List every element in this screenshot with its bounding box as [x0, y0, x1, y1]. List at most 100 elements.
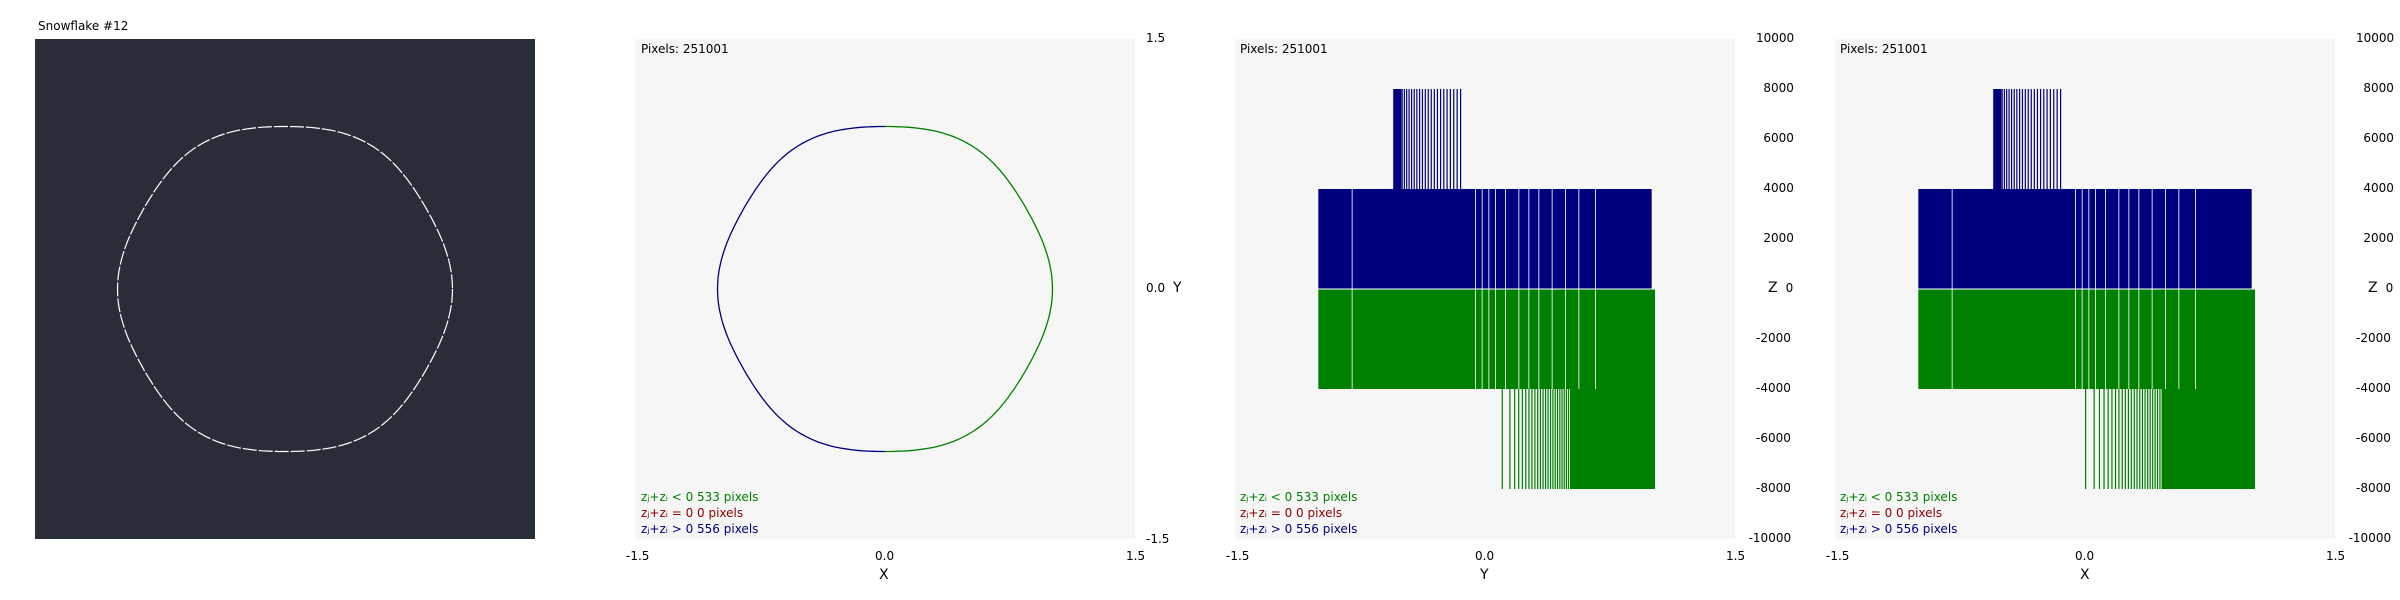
y-tick: 1.5 [1146, 31, 1166, 45]
bar-spike-neg [2141, 389, 2144, 489]
bar-spike-pos [2053, 89, 2055, 189]
bar-spike-neg [2147, 389, 2149, 489]
bar-spike-pos [1430, 89, 1432, 189]
y-tick: 2000 [1763, 231, 1794, 245]
x-tick: -1.5 [1826, 549, 1850, 563]
bar-block-pos [1318, 189, 1652, 289]
x-tick: 1.5 [1726, 549, 1746, 563]
bar-spike-neg [1565, 389, 1567, 489]
x-axis-label: X [879, 567, 889, 583]
bar-spike-pos [1403, 89, 1405, 189]
snowflake-plot [116, 125, 454, 453]
bar-spike-pos [1999, 89, 2001, 189]
bar-spike-pos [1436, 89, 1439, 189]
bar-spike-neg [2152, 389, 2154, 489]
legend-neg: zⱼ+zᵢ < 0 533 pixels [641, 490, 759, 504]
bar-spike-pos [1433, 89, 1435, 189]
xz-plot-svg [1918, 89, 2255, 489]
bar-spike-neg [2118, 389, 2120, 489]
pixel-count-xz: Pixels: 251001 [1840, 42, 1928, 56]
yz-plot [1235, 39, 1735, 539]
x-tick: 1.5 [2326, 549, 2346, 563]
bar-spike-neg [2085, 389, 2087, 489]
bar-spike-pos [2027, 89, 2029, 189]
bar-spike-neg [2111, 389, 2113, 489]
circle-neg-arc [885, 125, 1054, 453]
bar-spike-neg [2130, 389, 2132, 489]
bar-spike-pos [1416, 89, 1418, 189]
bar-spike-pos [1399, 89, 1401, 189]
x-tick: -1.5 [1226, 549, 1250, 563]
bar-spike-neg [1567, 389, 1570, 489]
x-tick: 0.0 [1475, 549, 1495, 563]
x-tick: 0.0 [875, 549, 895, 563]
bar-spike-pos [2003, 89, 2005, 189]
bar-spike-neg [2159, 389, 2161, 489]
bar-spike-pos [1460, 89, 1462, 189]
pixel-count-xy: Pixels: 251001 [641, 42, 729, 56]
bar-spike-pos [1401, 89, 1403, 189]
snowflake-outline [116, 125, 454, 453]
x-tick: 0.0 [2075, 549, 2095, 563]
bar-spike-pos [1995, 89, 1998, 189]
snowflake-title: Snowflake #12 [38, 19, 129, 33]
bar-spike-pos [2006, 89, 2008, 189]
bar-spike-neg [1542, 389, 1544, 489]
y-tick: 0.0 [1146, 281, 1166, 295]
bar-spike-neg [1549, 389, 1552, 489]
bar-block-neg [1918, 289, 2255, 389]
x-tick: 1.5 [1126, 549, 1146, 563]
circle-pos-arc [716, 125, 885, 453]
bar-spike-pos [2008, 89, 2010, 189]
bar-spike-neg [1556, 389, 1559, 489]
legend-pos: zⱼ+zᵢ > 0 556 pixels [641, 522, 759, 536]
xy-plot-svg [716, 125, 1054, 453]
bar-spike-neg [1570, 389, 1572, 489]
bar-spike-neg [2139, 389, 2141, 489]
y-axis-label: Y [1173, 280, 1182, 296]
bar-spike-pos [2010, 89, 2013, 189]
bar-spike-neg [2093, 389, 2095, 489]
bar-spike-neg [2156, 389, 2159, 489]
legend-yz: zⱼ+zᵢ < 0 533 pixels zⱼ+zᵢ = 0 0 pixels … [1240, 489, 1357, 537]
bar-spike-neg [2127, 389, 2129, 489]
bar-spike-neg [1509, 389, 1511, 489]
legend-xy: zⱼ+zᵢ < 0 533 pixels zⱼ+zᵢ = 0 0 pixels … [641, 489, 758, 537]
bar-spike-neg [2161, 389, 2163, 489]
bar-spike-pos [1997, 89, 1999, 189]
legend-pos: zⱼ+zᵢ > 0 556 pixels [1840, 522, 1958, 536]
y-tick: 4000 [2363, 181, 2394, 195]
legend-xz: zⱼ+zᵢ < 0 533 pixels zⱼ+zᵢ = 0 0 pixels … [1840, 489, 1957, 537]
y-tick: 8000 [1763, 81, 1794, 95]
y-tick: 4000 [1763, 181, 1794, 195]
y-tick: 8000 [2363, 81, 2394, 95]
bar-spike-pos [2019, 89, 2021, 189]
bar-spike-pos [2060, 89, 2062, 189]
bar-spike-pos [1446, 89, 1448, 189]
bar-spike-neg [1547, 389, 1549, 489]
bar-spike-neg [1531, 389, 1533, 489]
bar-spike-pos [2056, 89, 2058, 189]
bar-spike-pos [1993, 89, 1995, 189]
bar-spike-neg [1537, 389, 1539, 489]
legend-neg: zⱼ+zᵢ < 0 533 pixels [1840, 490, 1958, 504]
x-axis-label: X [2080, 567, 2090, 583]
bar-spike-neg [1554, 389, 1556, 489]
legend-zero: zⱼ+zᵢ = 0 0 pixels [1840, 506, 1943, 520]
bar-spike-neg [2154, 389, 2156, 489]
y-tick: 10000 [1756, 31, 1795, 45]
bar-spike-pos [1406, 89, 1408, 189]
bar-block-neg [1318, 289, 1655, 389]
bar-spike-pos [2013, 89, 2015, 189]
y-tick: -10000 [2348, 531, 2392, 545]
legend-neg: zⱼ+zᵢ < 0 533 pixels [1240, 490, 1358, 504]
bar-spike-pos [2036, 89, 2039, 189]
y-axis-label: Z [1768, 280, 1778, 296]
snowflake-canvas [35, 39, 535, 539]
legend-zero: zⱼ+zᵢ = 0 0 pixels [641, 506, 744, 520]
bar-spike-pos [1994, 89, 1996, 189]
bar-spike-pos [2039, 89, 2042, 189]
bar-spike-pos [1408, 89, 1410, 189]
pixel-count-yz: Pixels: 251001 [1240, 42, 1328, 56]
bar-spike-pos [1393, 89, 1402, 189]
